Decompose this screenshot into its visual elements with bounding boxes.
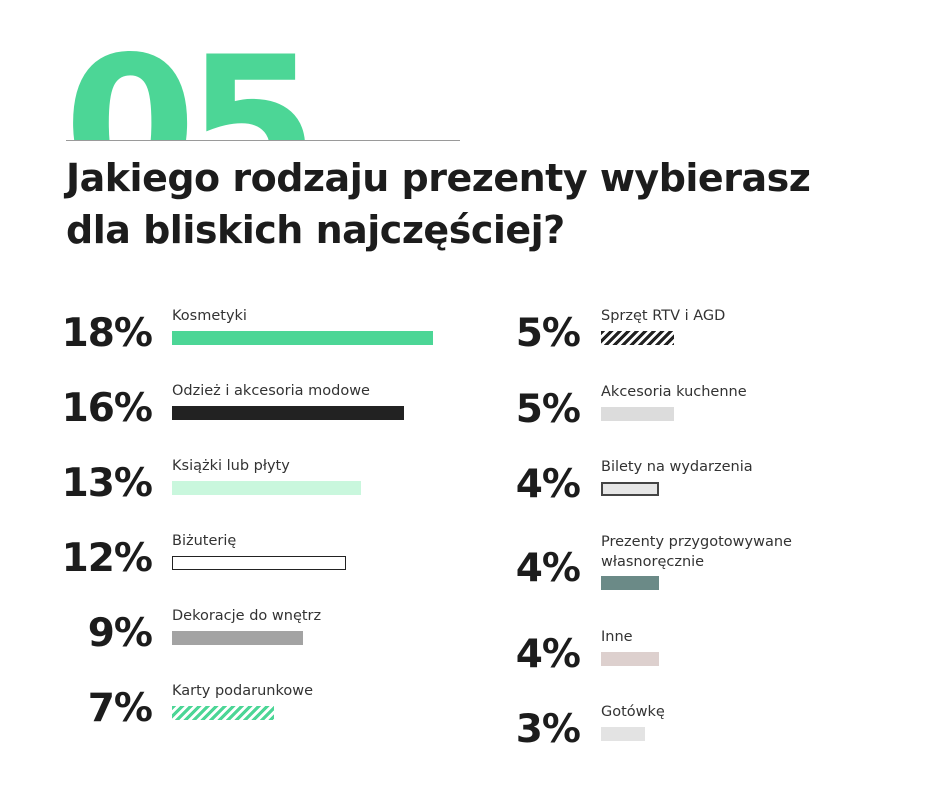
bar xyxy=(601,727,645,741)
bar xyxy=(172,331,433,345)
percent-value: 3% xyxy=(515,707,581,752)
percent-value: 5% xyxy=(515,387,581,432)
bar xyxy=(172,406,404,420)
section-number: 05 xyxy=(60,28,320,142)
title-divider xyxy=(66,140,460,141)
bar xyxy=(601,576,659,590)
percent-value: 4% xyxy=(515,462,581,507)
bar xyxy=(601,331,674,345)
question-line-1: Jakiego rodzaju prezenty wybierasz xyxy=(66,156,811,200)
bar-label: Inne xyxy=(601,629,633,645)
percent-value: 18% xyxy=(61,311,153,356)
section-number-text: 05 xyxy=(64,28,318,142)
bar-label: Odzież i akcesoria modowe xyxy=(172,383,370,399)
bar-label: Gotówkę xyxy=(601,704,665,720)
percent-value: 7% xyxy=(87,686,153,731)
bar xyxy=(172,556,346,570)
bar-label: Bilety na wydarzenia xyxy=(601,459,753,475)
bar-label: Kosmetyki xyxy=(172,308,247,324)
bar-label: Dekoracje do wnętrz xyxy=(172,608,322,624)
percent-value: 9% xyxy=(87,611,153,656)
percent-value: 16% xyxy=(61,386,153,431)
bar-label: Sprzęt RTV i AGD xyxy=(601,308,726,324)
bar-label: Karty podarunkowe xyxy=(172,683,314,699)
question-line-2: dla bliskich najczęściej? xyxy=(66,208,565,252)
bar xyxy=(172,706,274,720)
bar xyxy=(172,481,361,495)
percent-value: 13% xyxy=(61,461,153,506)
bar-label: Prezenty przygotowywane własnoręcznie xyxy=(601,534,792,570)
chart-title: Jakiego rodzaju prezenty wybierasz dla b… xyxy=(66,152,886,256)
percent-value: 5% xyxy=(515,311,581,356)
bar-label: Książki lub płyty xyxy=(172,458,290,474)
bar xyxy=(601,652,659,666)
bar xyxy=(172,631,303,645)
bar xyxy=(601,407,674,421)
percent-value: 4% xyxy=(515,546,581,591)
percent-value: 4% xyxy=(515,632,581,677)
bar-label: Biżuterię xyxy=(172,533,237,549)
bar-label: Akcesoria kuchenne xyxy=(601,384,747,400)
percent-value: 12% xyxy=(61,536,153,581)
bar xyxy=(601,482,659,496)
